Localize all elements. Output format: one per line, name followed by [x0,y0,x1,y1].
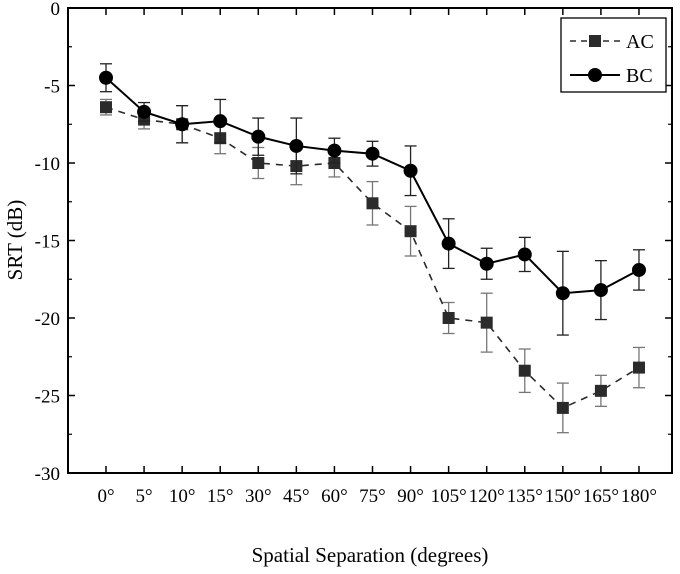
legend-box [560,17,667,93]
y-tick-label: 0 [51,0,61,20]
data-point [99,70,113,85]
data-point [251,129,266,144]
x-tick-label: 60° [321,486,348,507]
data-point [100,101,112,114]
y-tick-label: -30 [35,464,60,485]
series-group [99,63,646,434]
x-tick-label: 165° [583,486,619,507]
y-axis-title: SRT (dB) [3,200,27,281]
data-point [213,114,228,129]
data-point [137,104,152,119]
x-tick-label: 150° [545,486,581,507]
legend-label: BC [626,65,653,87]
x-tick-label: 45° [283,486,310,507]
y-tick-label: -10 [35,154,60,175]
data-point [366,197,379,210]
data-point [517,247,532,262]
x-tick-label: 90° [397,486,424,507]
x-tick-label: 0° [97,486,114,507]
y-tick-label: -20 [35,309,60,330]
x-tick-label: 135° [507,486,543,507]
x-tick-label: 105° [431,486,467,507]
data-point [555,286,570,301]
data-point [518,364,531,377]
data-point [441,236,456,251]
axes: 0 -5 -10 -15 -20 -25 -30 0° 5° 10° 15° 30° 45° 60° 75°… [35,0,673,507]
legend-label: AC [626,31,654,53]
x-tick-label: 120° [469,486,505,507]
x-tick-label: 15° [207,486,234,507]
x-tick-label: 180° [621,486,657,507]
data-point [594,384,607,397]
data-point [404,225,417,238]
data-point [556,401,569,414]
series-bc [99,63,646,336]
data-point [403,163,418,178]
legend-marker [588,68,602,82]
data-point [175,117,190,132]
data-point [632,361,645,374]
y-tick-label: -25 [35,387,60,408]
x-axis-title: Spatial Separation (degrees) [252,543,489,567]
x-tick-label: 75° [359,486,386,507]
data-point [289,138,304,153]
data-point [252,157,265,169]
data-point [442,312,455,324]
y-tick-label: -15 [35,232,60,253]
x-tick-label: 30° [245,486,272,507]
legend-marker [589,35,601,47]
y-tick-label: -5 [44,77,60,98]
x-tick-label: 5° [136,486,153,507]
data-point [631,262,646,277]
data-point [327,143,342,158]
series-line [105,106,640,409]
legend: AC BC [560,17,667,93]
data-point [480,316,493,329]
x-tick-label: 10° [169,486,196,507]
data-point [593,283,608,298]
data-point [479,256,494,271]
data-point [365,146,380,161]
